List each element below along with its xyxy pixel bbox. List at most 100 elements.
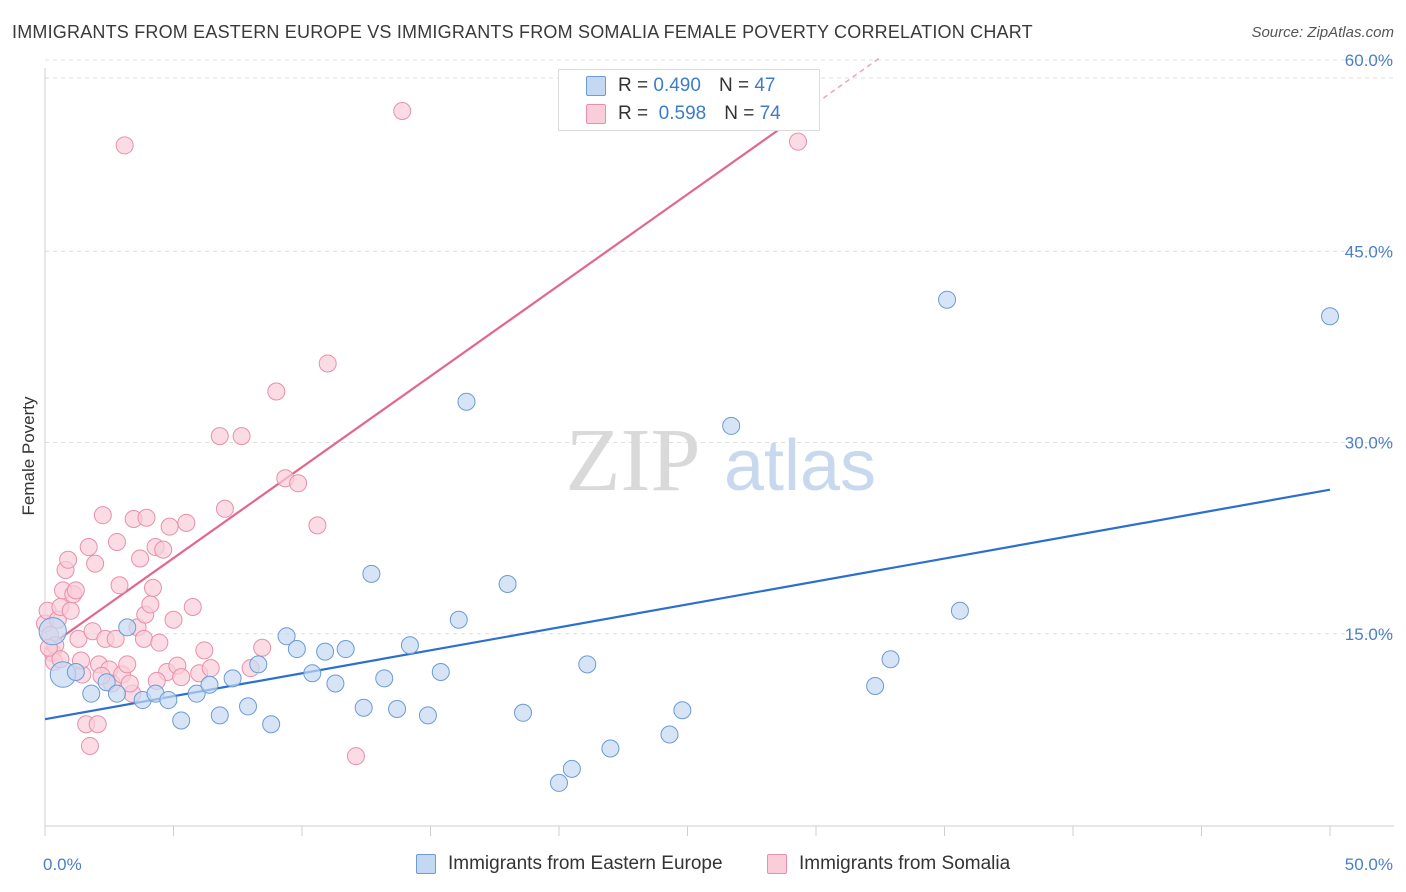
point-somalia: [172, 668, 191, 687]
y-axis-title: Female Poverty: [19, 396, 38, 516]
point-eastern-europe: [172, 711, 191, 730]
legend-series-label: Immigrants from Eastern Europe: [448, 853, 723, 874]
point-somalia: [160, 517, 179, 536]
point-eastern-europe: [400, 636, 419, 655]
point-somalia: [210, 427, 229, 446]
point-somalia: [79, 538, 98, 557]
data-points: [36, 102, 1339, 792]
source-credit: Source: ZipAtlas.com: [1251, 24, 1394, 41]
legend-n-value: 47: [754, 75, 776, 96]
point-eastern-europe: [223, 669, 242, 688]
point-somalia: [141, 595, 160, 614]
legend-swatch-pink: [767, 854, 787, 874]
trend-line-extension: [815, 56, 881, 104]
legend-row-somalia: R = 0.598 N = 74: [559, 100, 781, 128]
point-eastern-europe: [187, 684, 206, 703]
point-eastern-europe: [326, 674, 345, 693]
legend-n-label: N =: [724, 103, 755, 124]
legend-n-label: N =: [718, 75, 750, 96]
gridlines: [45, 59, 1394, 635]
point-eastern-europe: [673, 701, 692, 720]
point-eastern-europe: [362, 564, 381, 583]
point-eastern-europe: [722, 416, 741, 435]
x-tick-label: 50.0%: [1345, 855, 1393, 874]
point-somalia: [106, 629, 125, 648]
point-eastern-europe: [277, 627, 296, 646]
point-somalia: [61, 601, 80, 620]
point-eastern-europe: [354, 698, 373, 717]
bottom-legend-eastern-europe: Immigrants from Eastern Europe: [416, 850, 723, 878]
point-somalia: [69, 629, 88, 648]
point-eastern-europe: [303, 664, 322, 683]
point-somalia: [253, 638, 272, 657]
point-eastern-europe: [550, 773, 568, 792]
legend-swatch-blue: [586, 76, 606, 96]
legend-r-label: R =: [618, 75, 649, 96]
point-eastern-europe: [457, 392, 476, 411]
point-eastern-europe: [107, 684, 126, 703]
point-somalia: [93, 506, 112, 525]
point-eastern-europe: [578, 655, 597, 674]
trend-lines: [44, 56, 1331, 721]
point-eastern-europe: [210, 706, 229, 725]
legend-swatch-pink: [586, 104, 606, 124]
point-somalia: [267, 382, 286, 401]
point-eastern-europe: [938, 290, 957, 309]
point-somalia: [308, 516, 327, 535]
point-eastern-europe: [249, 655, 268, 674]
point-somalia: [118, 655, 137, 674]
legend-n-value: 74: [759, 103, 781, 124]
point-somalia: [201, 659, 220, 678]
point-eastern-europe: [449, 610, 468, 629]
point-somalia: [215, 499, 234, 518]
point-somalia: [232, 427, 251, 446]
watermark-atlas: atlas: [724, 426, 876, 506]
watermark-zip: ZIP: [566, 411, 701, 510]
point-somalia: [80, 736, 99, 755]
point-eastern-europe: [200, 675, 219, 694]
point-eastern-europe: [562, 759, 581, 778]
point-somalia: [393, 102, 412, 120]
point-eastern-europe: [82, 684, 101, 703]
point-eastern-europe: [336, 640, 355, 659]
y-tick-label: 15.0%: [1345, 625, 1393, 644]
axes: [44, 68, 1394, 836]
point-somalia: [120, 674, 139, 693]
legend-swatch-blue: [416, 854, 436, 874]
point-somalia: [137, 508, 156, 527]
point-eastern-europe: [601, 739, 620, 758]
bottom-legend-somalia: Immigrants from Somalia: [767, 850, 1010, 878]
point-somalia: [110, 576, 129, 595]
trend-line: [44, 488, 1331, 721]
trend-line: [44, 102, 817, 650]
point-eastern-europe: [1321, 307, 1339, 326]
point-eastern-europe: [239, 697, 258, 716]
point-somalia: [59, 550, 78, 569]
point-eastern-europe: [431, 663, 450, 681]
point-eastern-europe: [418, 706, 437, 725]
point-somalia: [289, 474, 308, 493]
point-somalia: [86, 554, 105, 573]
watermark: ZIP atlas: [566, 411, 877, 510]
point-eastern-europe: [950, 601, 969, 620]
axis-labels: 15.0% 30.0% 45.0% 60.0% 0.0% 50.0% Female Pove…: [19, 51, 1393, 874]
point-somalia: [131, 549, 150, 568]
chart-title: IMMIGRANTS FROM EASTERN EUROPE VS IMMIGR…: [12, 22, 1033, 42]
y-tick-label: 30.0%: [1345, 434, 1393, 453]
point-eastern-europe: [881, 650, 900, 669]
point-eastern-europe: [498, 575, 517, 594]
legend-r-label: R =: [618, 103, 649, 124]
point-eastern-europe: [660, 725, 679, 744]
point-eastern-europe: [375, 669, 394, 688]
point-somalia: [195, 641, 214, 660]
point-somalia: [88, 715, 107, 734]
legend-series-label: Immigrants from Somalia: [799, 853, 1011, 874]
legend-row-eastern-europe: R = 0.490 N = 47: [559, 72, 775, 100]
point-eastern-europe: [38, 617, 67, 646]
point-somalia: [164, 610, 183, 629]
point-somalia: [134, 629, 153, 648]
point-somalia: [66, 581, 85, 600]
point-eastern-europe: [866, 677, 885, 696]
legend-r-value: 0.598: [658, 103, 707, 124]
